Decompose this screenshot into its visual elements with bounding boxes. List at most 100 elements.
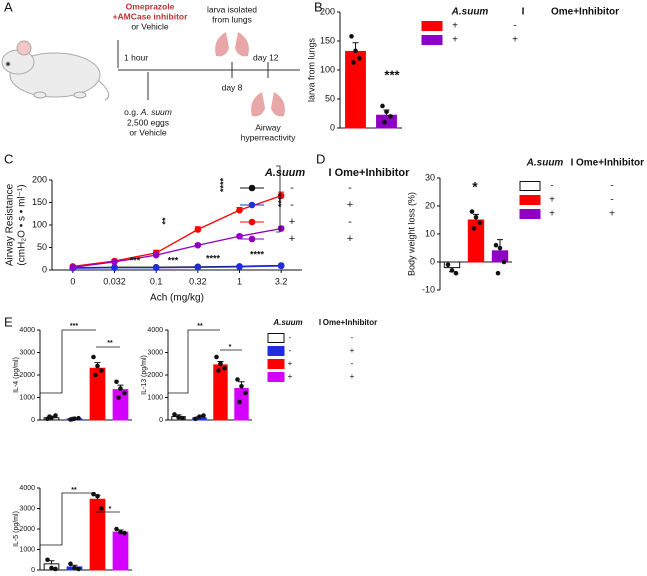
- data-point: [118, 529, 123, 535]
- data-point: [118, 386, 123, 391]
- x-tick-label: 1: [237, 276, 242, 286]
- y-axis-title: IL-13 (pg/ml): [141, 355, 148, 395]
- significance: ****: [276, 193, 286, 208]
- data-point: [194, 226, 202, 233]
- diagram-text: larva isolated: [207, 4, 257, 14]
- data-point: [349, 34, 354, 39]
- legend-marker: [421, 35, 443, 45]
- significance: ***: [168, 255, 179, 265]
- diagram-text: +AMCase inhibitor: [113, 11, 189, 21]
- significance: ****: [250, 249, 265, 259]
- y-tick-label: 50: [325, 93, 335, 103]
- legend-marker: [519, 209, 541, 219]
- data-point: [91, 491, 96, 497]
- data-point: [469, 209, 475, 214]
- y-axis-title: IL-5 (pg/ml): [13, 511, 20, 547]
- data-point: [277, 225, 285, 232]
- mouse: [1, 40, 110, 101]
- significance: ****: [218, 178, 228, 193]
- y-axis-title: Airway Resistance: [5, 183, 16, 266]
- y-tick-label: 1000: [19, 546, 35, 553]
- y-axis-title: IL-4 (pg/ml): [13, 357, 20, 393]
- legend-label: -: [290, 182, 294, 194]
- y-tick-label: 0: [159, 417, 163, 424]
- data-point: [49, 565, 54, 571]
- y-tick-label: 0: [430, 256, 435, 266]
- y-tick-label: 50: [37, 242, 47, 252]
- diagram-text: A. suum: [140, 107, 172, 117]
- data-point: [235, 377, 240, 382]
- legend-marker: [248, 235, 256, 243]
- data-point: [388, 114, 393, 119]
- data-point: [95, 363, 100, 369]
- legend-label: -: [289, 346, 292, 355]
- data-point: [214, 354, 219, 360]
- y-tick-label: 3000: [19, 349, 35, 356]
- data-point: [180, 415, 185, 421]
- data-point: [172, 412, 177, 417]
- data-point: [176, 415, 181, 420]
- lung-icon: [251, 92, 285, 117]
- diagram-text: or Vehicle: [131, 21, 169, 31]
- legend-marker: [248, 201, 256, 209]
- data-point: [193, 416, 198, 422]
- legend-marker: [267, 346, 285, 356]
- diagram-text: Omeprazole: [126, 1, 175, 11]
- data-point: [239, 383, 244, 389]
- legend-label: +: [288, 359, 293, 368]
- y-axis-title: (cmH₂O • s • ml⁻¹): [17, 184, 28, 265]
- data-point: [194, 241, 202, 249]
- y-tick-label: 2000: [147, 372, 163, 379]
- y-axis-title: larva from lungs: [306, 37, 316, 102]
- legend-marker: [267, 333, 285, 343]
- data-point: [99, 506, 104, 511]
- diagram-text: hyperreactivity: [241, 132, 297, 142]
- y-tick-label: 2000: [19, 526, 35, 533]
- y-tick-label: 1000: [147, 394, 163, 401]
- legend-label: +: [288, 372, 293, 381]
- y-tick-label: 20: [425, 200, 435, 210]
- significance: *: [229, 344, 232, 351]
- data-point: [53, 413, 58, 418]
- y-tick-label: 200: [32, 174, 47, 184]
- panel-label: D: [316, 151, 325, 166]
- data-point: [95, 493, 100, 499]
- legend-header: A.suum: [526, 158, 564, 169]
- y-tick-label: 0: [42, 264, 47, 274]
- legend-header: I: [571, 158, 574, 169]
- lung-icon: [215, 32, 249, 57]
- data-point: [277, 262, 285, 270]
- legend-label: -: [351, 333, 354, 342]
- legend-header: I: [319, 318, 321, 327]
- legend-label: -: [610, 195, 613, 206]
- data-point: [53, 566, 58, 572]
- y-tick-label: 150: [320, 35, 335, 45]
- significance: **: [71, 487, 77, 494]
- data-point: [222, 365, 227, 371]
- legend-marker: [267, 372, 285, 382]
- panel-labels: A B C D E: [4, 0, 325, 329]
- data-point: [236, 263, 243, 271]
- significance: **: [160, 217, 170, 225]
- diagram-text: day 8: [222, 82, 243, 92]
- significance: **: [107, 340, 113, 347]
- y-tick-label: 0: [31, 417, 35, 424]
- x-axis-title: Ach (mg/kg): [150, 293, 204, 304]
- data-point: [111, 264, 118, 272]
- data-point: [236, 206, 243, 214]
- data-point: [382, 119, 387, 125]
- significance: *: [109, 506, 112, 513]
- legend-label: +: [549, 195, 555, 206]
- legend-marker: [421, 21, 443, 31]
- diagram-text: Airway: [255, 122, 281, 132]
- data-point: [111, 258, 118, 266]
- legend-header: Ome+Inhibitor: [551, 7, 619, 18]
- data-point: [47, 414, 52, 419]
- legend-marker: [519, 181, 541, 191]
- diagram-text: o.g. A. suum: [124, 107, 172, 117]
- data-point: [353, 48, 358, 54]
- data-point: [197, 414, 202, 419]
- data-point: [70, 416, 75, 422]
- significance: ***: [70, 323, 78, 330]
